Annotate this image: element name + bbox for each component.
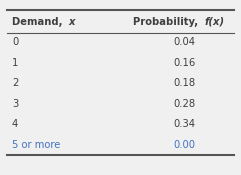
Text: 0.34: 0.34 — [174, 119, 195, 129]
Text: x: x — [69, 17, 75, 27]
Text: f(x): f(x) — [205, 17, 225, 27]
Text: 0.18: 0.18 — [174, 78, 196, 88]
Text: 0.28: 0.28 — [174, 99, 196, 109]
Text: Probability,: Probability, — [133, 17, 201, 27]
Text: 5 or more: 5 or more — [12, 140, 60, 150]
Text: Demand,: Demand, — [12, 17, 66, 27]
Text: 0.16: 0.16 — [174, 58, 196, 68]
Text: 3: 3 — [12, 99, 18, 109]
Text: 1: 1 — [12, 58, 18, 68]
Text: 2: 2 — [12, 78, 18, 88]
Text: 0.00: 0.00 — [174, 140, 195, 150]
Text: 0.04: 0.04 — [174, 37, 195, 47]
Text: 4: 4 — [12, 119, 18, 129]
Text: 0: 0 — [12, 37, 18, 47]
